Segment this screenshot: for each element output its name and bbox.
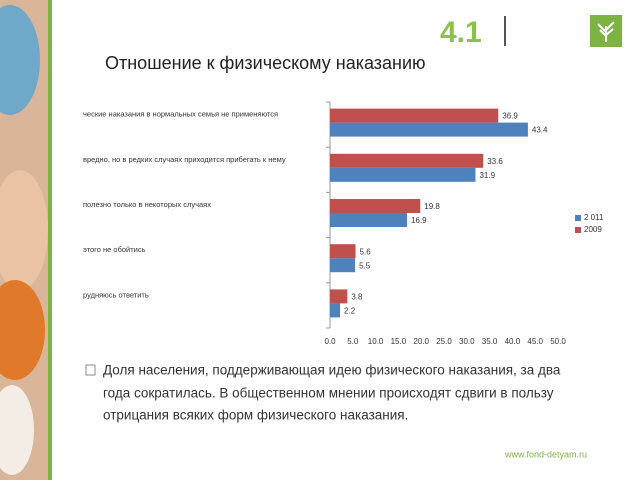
legend-swatch — [575, 227, 581, 233]
photo-part — [0, 280, 45, 380]
x-tick-label: 40.0 — [505, 337, 521, 346]
slide-number: 4.1 — [440, 16, 482, 49]
url: www.fond-detyam.ru — [504, 449, 587, 459]
x-tick-label: 50.0 — [550, 337, 566, 346]
value-label: 3.8 — [351, 293, 363, 302]
value-label: 5.5 — [359, 261, 371, 270]
photo-part — [0, 5, 40, 115]
value-label: 43.4 — [532, 126, 548, 135]
value-label: 5.6 — [360, 247, 372, 256]
value-label: 31.9 — [479, 171, 495, 180]
bar — [330, 122, 528, 137]
y-tick-label: вредно, но в редких случаях приходится п… — [83, 155, 286, 164]
x-tick-label: 30.0 — [459, 337, 475, 346]
bar — [330, 167, 476, 182]
bullet-line: Доля населения, поддерживающая идею физи… — [103, 363, 561, 378]
value-label: 36.9 — [502, 112, 518, 121]
x-tick-label: 45.0 — [527, 337, 543, 346]
chart-title: Отношение к физическому наказанию — [105, 53, 426, 73]
bar — [330, 199, 421, 213]
bar — [330, 213, 408, 227]
bullet-line: отрицания всяких форм физического наказа… — [103, 408, 408, 423]
divider — [48, 0, 52, 480]
x-tick-label: 0.0 — [324, 337, 336, 346]
bullet-line: года сократилась. В общественном мнении … — [103, 386, 554, 401]
y-tick-label: рудняюсь ответить — [83, 290, 149, 299]
value-label: 33.6 — [487, 157, 503, 166]
x-tick-label: 20.0 — [413, 337, 429, 346]
x-tick-label: 25.0 — [436, 337, 452, 346]
logo-tree — [597, 21, 615, 42]
bar — [330, 244, 356, 259]
bar — [330, 289, 348, 304]
legend-swatch — [575, 215, 581, 221]
y-tick-label: полезно только в некоторых случаях — [83, 200, 211, 209]
x-tick-label: 35.0 — [482, 337, 498, 346]
bar — [330, 108, 499, 123]
legend-label: 2 011 — [584, 213, 604, 222]
bar — [330, 153, 484, 168]
bullet-box — [85, 364, 96, 376]
x-tick-label: 15.0 — [391, 337, 407, 346]
value-label: 16.9 — [411, 216, 427, 225]
x-tick-label: 10.0 — [368, 337, 384, 346]
legend-label: 2009 — [584, 225, 602, 234]
bar — [330, 258, 356, 273]
value-label: 2.2 — [344, 307, 356, 316]
y-tick-label: этого не обойтись — [83, 245, 146, 254]
x-tick-label: 5.0 — [347, 337, 359, 346]
bar — [330, 303, 341, 318]
value-label: 19.8 — [424, 202, 440, 211]
y-tick-label: ческие наказания в нормальных семья не п… — [83, 110, 278, 119]
photo-part — [0, 170, 48, 290]
photo-part — [0, 385, 34, 475]
